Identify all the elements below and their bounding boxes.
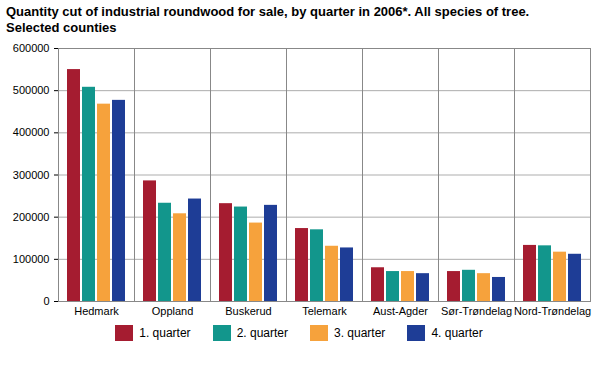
svg-text:Telemark: Telemark bbox=[302, 305, 347, 317]
html-text:2. quarter: 2. quarter bbox=[236, 326, 288, 340]
svg-text:Sør-Trøndelag: Sør-Trøndelag bbox=[441, 305, 512, 317]
svg-text:Aust-Agder: Aust-Agder bbox=[373, 305, 428, 317]
svg-text:500000: 500000 bbox=[13, 84, 50, 96]
html-text:Quantity cut of industrial rou: Quantity cut of industrial roundwood for… bbox=[6, 4, 530, 35]
svg-text:200000: 200000 bbox=[13, 211, 50, 223]
svg-text:Nord-Trøndelag: Nord-Trøndelag bbox=[514, 305, 591, 317]
html-text:3. quarter: 3. quarter bbox=[334, 326, 386, 340]
html-text:4. quarter: 4. quarter bbox=[431, 326, 483, 340]
svg-text:400000: 400000 bbox=[13, 126, 50, 138]
svg-text:Oppland: Oppland bbox=[152, 305, 194, 317]
svg-text:600000: 600000 bbox=[13, 42, 50, 54]
svg-text:300000: 300000 bbox=[13, 169, 50, 181]
svg-text:100000: 100000 bbox=[13, 253, 50, 265]
svg-text:0: 0 bbox=[43, 295, 49, 307]
html-text:1. quarter: 1. quarter bbox=[139, 326, 191, 340]
svg-text:Buskerud: Buskerud bbox=[225, 305, 271, 317]
svg-text:Hedmark: Hedmark bbox=[74, 305, 119, 317]
